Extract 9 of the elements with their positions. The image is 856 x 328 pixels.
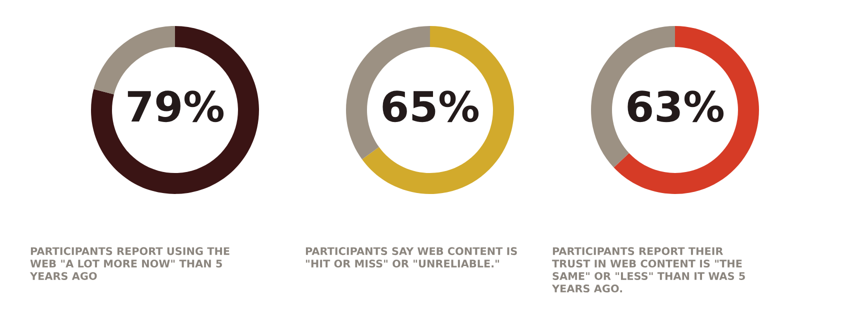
donut-slice xyxy=(614,26,759,194)
data-label: 65% xyxy=(382,90,479,122)
donut-slice xyxy=(91,26,259,194)
donut-slice xyxy=(362,26,514,194)
data-label: 79% xyxy=(128,90,224,122)
text: PARTICIPANTS REPORT USING THE WEB "A LOT MORE NOW" THAN 5 YEARS AGO xyxy=(30,247,230,280)
text: PARTICIPANTS REPORT THEIR TRUST IN WEB CONTENT IS "THE SAME" OR "LESS" THAN IT WAS 5 YEARS AGO. xyxy=(552,247,745,292)
data-label: 63% xyxy=(628,90,724,122)
text: PARTICIPANTS SAY WEB CONTENT IS "HIT OR MISS" OR "UNRELIABLE." xyxy=(306,247,517,268)
